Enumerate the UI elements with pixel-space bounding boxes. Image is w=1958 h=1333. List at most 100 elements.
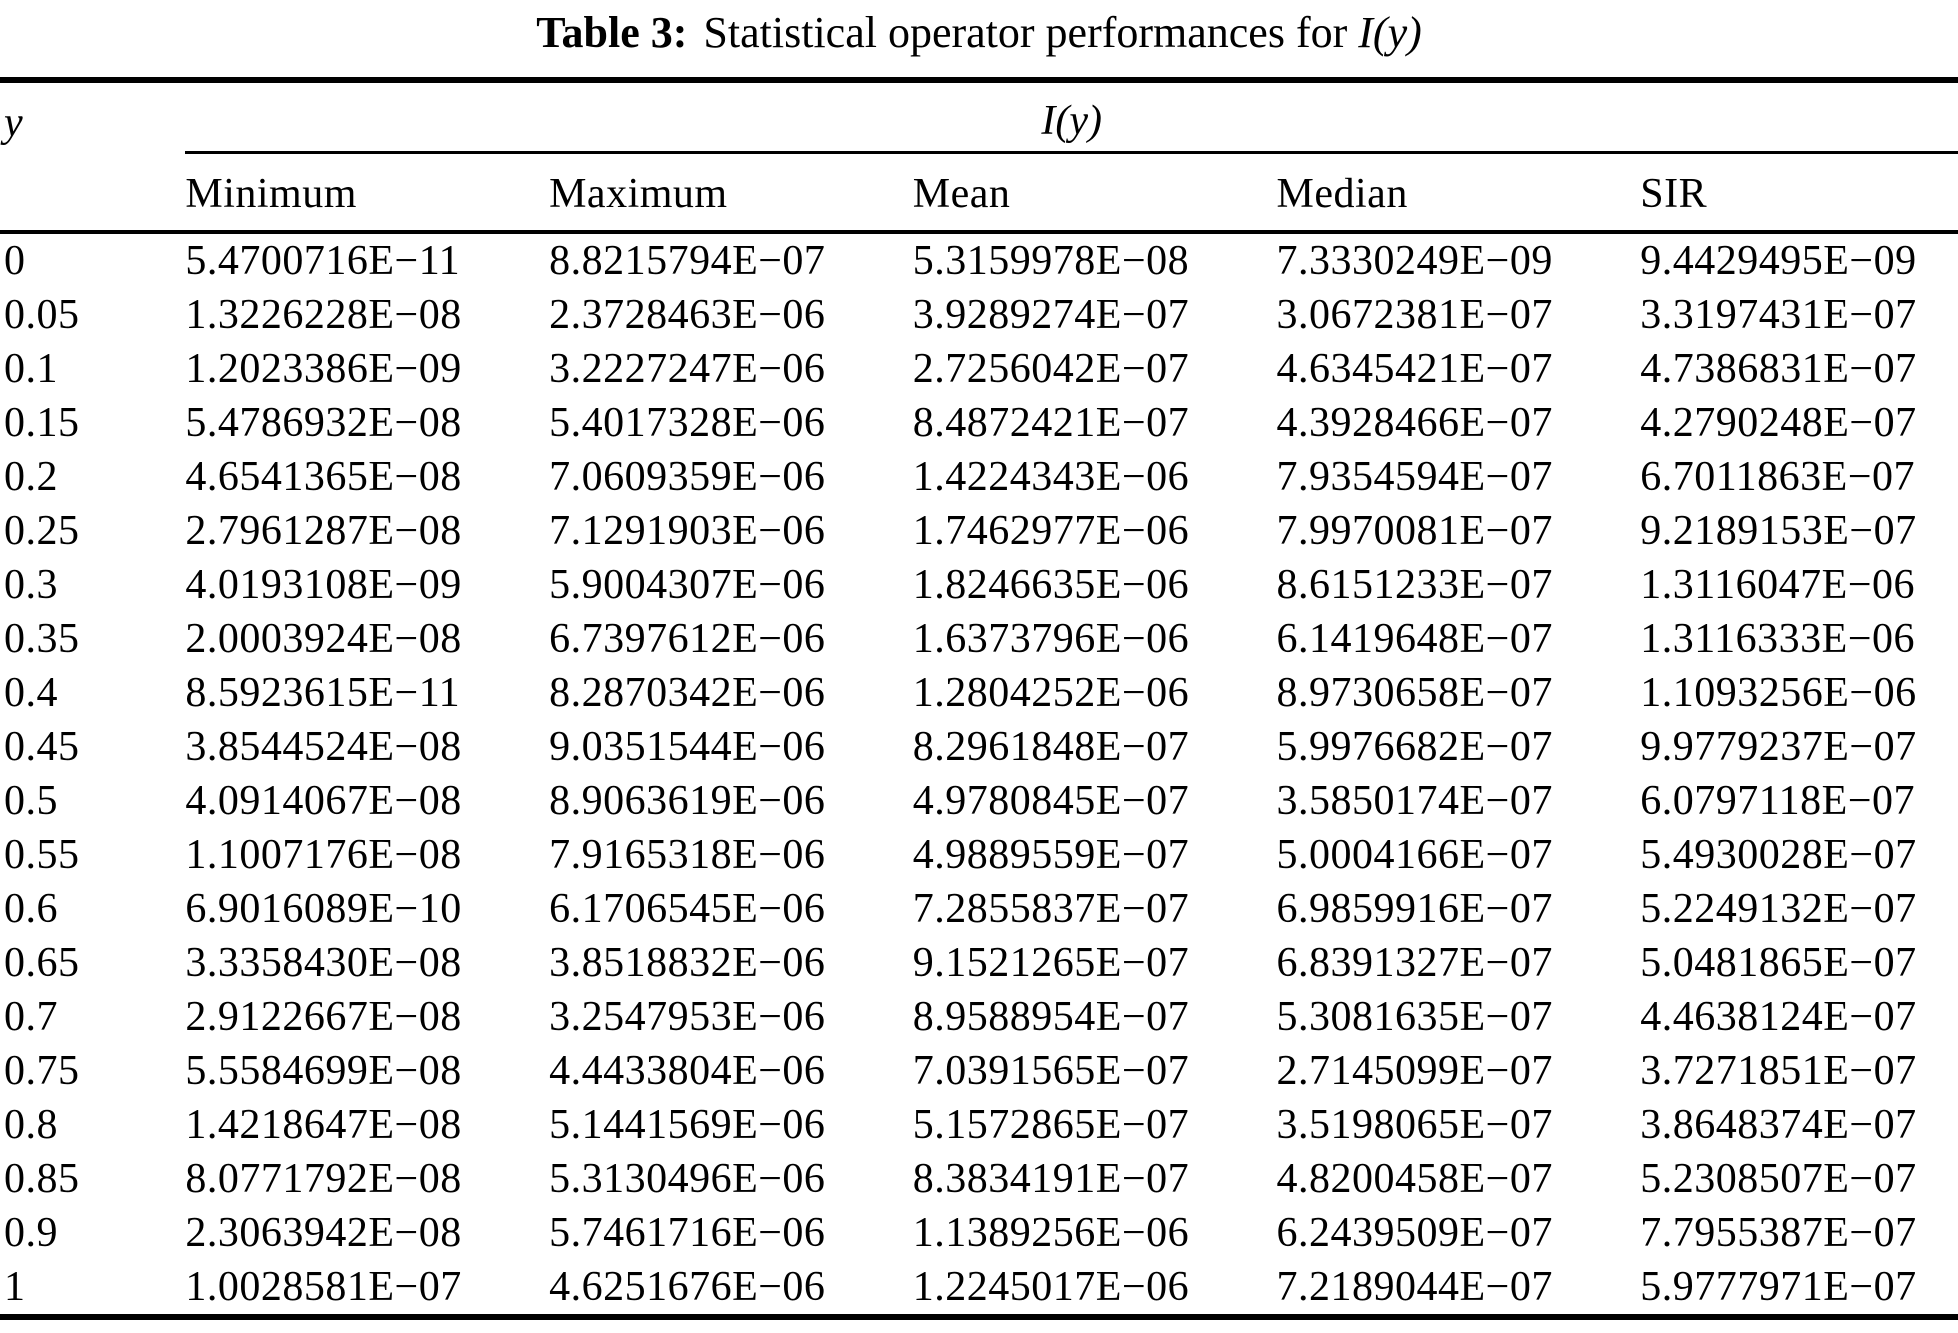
cell-mean: 1.1389256E−06	[912, 1210, 1190, 1256]
cell-maximum: 4.4433804E−06	[549, 1048, 826, 1094]
table-row: 0.3 4.0193108E−09 5.9004307E−06 1.8246635E−…	[0, 558, 1958, 612]
cell-minimum: 1.4218647E−08	[185, 1102, 462, 1148]
table-row: 0.2 4.6541365E−08 7.0609359E−06 1.4224343E−…	[0, 450, 1958, 504]
cell-median: 7.9354594E−07	[1276, 454, 1553, 500]
cell-mean: 5.1572865E−07	[912, 1102, 1190, 1148]
cell-minimum: 1.1007176E−08	[185, 832, 462, 878]
cell-median: 3.5198065E−07	[1276, 1102, 1553, 1148]
cell-sir: 6.0797118E−07	[1640, 778, 1916, 824]
cell-median: 4.3928466E−07	[1276, 400, 1553, 446]
row-y-value: 0.85	[4, 1156, 80, 1202]
cell-minimum: 4.6541365E−08	[185, 454, 462, 500]
cell-median: 8.9730658E−07	[1276, 670, 1553, 716]
table-row: 0 5.4700716E−11 8.8215794E−07 5.3159978E−08…	[0, 232, 1958, 288]
column-header-mean: Mean	[912, 152, 1277, 234]
table-row: 0.05 1.3226228E−08 2.3728463E−06 3.9289274E…	[0, 288, 1958, 342]
row-y-value: 0.45	[4, 724, 80, 770]
row-y-value: 0.7	[4, 994, 58, 1040]
table-row: 0.55 1.1007176E−08 7.9165318E−06 4.9889559E…	[0, 828, 1958, 882]
cell-mean: 1.2245017E−06	[912, 1264, 1190, 1310]
cell-sir: 1.3116333E−06	[1640, 616, 1916, 662]
column-header-minimum: Minimum	[185, 152, 550, 234]
cell-minimum: 5.4700716E−11	[185, 238, 461, 284]
table-caption: Table 3: Statistical operator performance…	[0, 0, 1958, 77]
cell-sir: 3.7271851E−07	[1640, 1048, 1917, 1094]
cell-sir: 1.3116047E−06	[1640, 562, 1916, 608]
cell-sir: 5.4930028E−07	[1640, 832, 1917, 878]
cell-mean: 7.0391565E−07	[912, 1048, 1190, 1094]
cell-minimum: 4.0914067E−08	[185, 778, 462, 824]
cell-median: 7.9970081E−07	[1276, 508, 1553, 554]
cell-minimum: 8.0771792E−08	[185, 1156, 462, 1202]
cell-maximum: 2.3728463E−06	[549, 292, 826, 338]
cell-median: 3.5850174E−07	[1276, 778, 1553, 824]
cell-minimum: 1.2023386E−09	[185, 346, 462, 392]
cell-median: 4.6345421E−07	[1276, 346, 1553, 392]
row-axis-label: y	[4, 99, 23, 146]
group-header: I(y)	[185, 80, 1958, 154]
cell-minimum: 2.3063942E−08	[185, 1210, 462, 1256]
row-y-value: 0.15	[4, 400, 80, 446]
cell-median: 6.9859916E−07	[1276, 886, 1553, 932]
row-y-value: 0.9	[4, 1210, 58, 1256]
table-row: 1 1.0028581E−07 4.6251676E−06 1.2245017E−06…	[0, 1260, 1958, 1317]
table-row: 0.15 5.4786932E−08 5.4017328E−06 8.4872421E…	[0, 396, 1958, 450]
cell-sir: 1.1093256E−06	[1640, 670, 1917, 716]
cell-median: 6.1419648E−07	[1276, 616, 1553, 662]
cell-mean: 8.4872421E−07	[912, 400, 1190, 446]
cell-maximum: 5.4017328E−06	[549, 400, 826, 446]
row-y-value: 0.05	[4, 292, 80, 338]
table-caption-text: Statistical operator performances for	[703, 8, 1348, 57]
table-row: 0.45 3.8544524E−08 9.0351544E−06 8.2961848E…	[0, 720, 1958, 774]
row-y-value: 0.6	[4, 886, 58, 932]
cell-minimum: 5.5584699E−08	[185, 1048, 462, 1094]
cell-minimum: 2.9122667E−08	[185, 994, 462, 1040]
cell-maximum: 8.9063619E−06	[549, 778, 826, 824]
cell-mean: 8.3834191E−07	[912, 1156, 1190, 1202]
row-y-value: 0.1	[4, 346, 58, 392]
cell-minimum: 1.0028581E−07	[185, 1264, 462, 1310]
cell-mean: 9.1521265E−07	[912, 940, 1190, 986]
cell-sir: 9.4429495E−09	[1640, 238, 1917, 284]
cell-sir: 5.0481865E−07	[1640, 940, 1917, 986]
cell-maximum: 5.1441569E−06	[549, 1102, 826, 1148]
cell-minimum: 6.9016089E−10	[185, 886, 462, 932]
cell-sir: 9.9779237E−07	[1640, 724, 1917, 770]
column-header-maximum: Maximum	[549, 152, 913, 234]
table-row: 0.25 2.7961287E−08 7.1291903E−06 1.7462977E…	[0, 504, 1958, 558]
cell-mean: 4.9889559E−07	[912, 832, 1190, 878]
table-row: 0.7 2.9122667E−08 3.2547953E−06 8.9588954E−…	[0, 990, 1958, 1044]
table-row: 0.85 8.0771792E−08 5.3130496E−06 8.3834191E…	[0, 1152, 1958, 1206]
cell-minimum: 4.0193108E−09	[185, 562, 462, 608]
cell-mean: 1.7462977E−06	[912, 508, 1190, 554]
table-row: 0.1 1.2023386E−09 3.2227247E−06 2.7256042E−…	[0, 342, 1958, 396]
cell-maximum: 5.7461716E−06	[549, 1210, 826, 1256]
cell-median: 4.8200458E−07	[1276, 1156, 1553, 1202]
table-row: 0.65 3.3358430E−08 3.8518832E−06 9.1521265E…	[0, 936, 1958, 990]
cell-median: 7.2189044E−07	[1276, 1264, 1553, 1310]
cell-mean: 7.2855837E−07	[912, 886, 1190, 932]
table-caption-math: I(y)	[1358, 8, 1422, 57]
column-header-median: Median	[1276, 152, 1641, 234]
row-y-value: 0.35	[4, 616, 80, 662]
cell-maximum: 9.0351544E−06	[549, 724, 826, 770]
row-y-value: 0.8	[4, 1102, 58, 1148]
cell-median: 5.9976682E−07	[1276, 724, 1553, 770]
cell-sir: 3.8648374E−07	[1640, 1102, 1917, 1148]
row-y-value: 0	[4, 238, 26, 284]
cell-sir: 4.4638124E−07	[1640, 994, 1917, 1040]
table-row: 0.9 2.3063942E−08 5.7461716E−06 1.1389256E−…	[0, 1206, 1958, 1260]
cell-maximum: 7.0609359E−06	[549, 454, 826, 500]
cell-sir: 6.7011863E−07	[1640, 454, 1916, 500]
column-header-row: Minimum Maximum Mean Median SIR	[0, 152, 1958, 234]
cell-mean: 1.4224343E−06	[912, 454, 1190, 500]
cell-mean: 8.2961848E−07	[912, 724, 1190, 770]
cell-sir: 9.2189153E−07	[1640, 508, 1917, 554]
cell-mean: 3.9289274E−07	[912, 292, 1190, 338]
cell-maximum: 5.3130496E−06	[549, 1156, 826, 1202]
cell-median: 5.3081635E−07	[1276, 994, 1553, 1040]
cell-sir: 3.3197431E−07	[1640, 292, 1917, 338]
cell-sir: 7.7955387E−07	[1640, 1210, 1917, 1256]
table-row: 0.8 1.4218647E−08 5.1441569E−06 5.1572865E−…	[0, 1098, 1958, 1152]
